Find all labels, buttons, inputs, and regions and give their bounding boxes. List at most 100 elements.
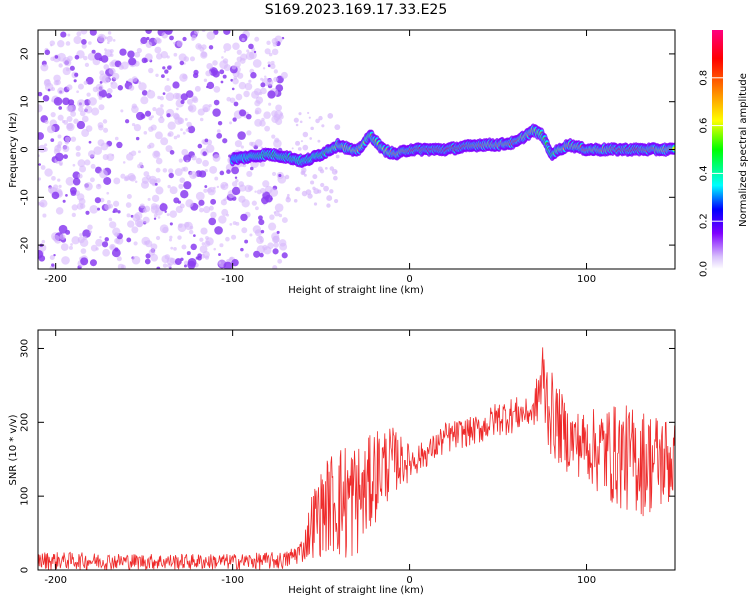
noise-speckle — [135, 136, 140, 141]
noise-speckle — [166, 113, 171, 118]
noise-speckle — [223, 50, 227, 53]
noise-speckle — [251, 90, 260, 99]
noise-speckle — [164, 210, 167, 213]
noise-speckle — [214, 226, 223, 235]
noise-speckle — [158, 116, 165, 124]
noise-speckle — [64, 136, 71, 142]
noise-speckle — [302, 131, 309, 138]
spectrogram-y-tick-label: 10 — [20, 95, 31, 108]
noise-speckle — [274, 203, 284, 212]
noise-speckle — [72, 163, 76, 167]
noise-speckle — [99, 169, 108, 179]
noise-speckle — [272, 248, 279, 255]
noise-speckle — [52, 234, 60, 242]
noise-speckle — [162, 168, 168, 173]
noise-speckle — [144, 258, 151, 265]
noise-speckle — [65, 194, 68, 197]
noise-speckle — [277, 258, 283, 264]
noise-speckle — [103, 64, 110, 70]
colorbar-tick-label: 0.0 — [699, 261, 710, 277]
noise-speckle — [130, 150, 137, 156]
noise-speckle — [188, 229, 194, 235]
noise-speckle — [329, 189, 334, 194]
noise-speckle — [51, 263, 55, 267]
noise-speckle — [231, 166, 240, 175]
noise-speckle — [164, 69, 169, 74]
noise-speckle — [318, 115, 323, 121]
noise-speckle — [254, 229, 262, 237]
noise-speckle — [220, 184, 226, 189]
noise-speckle — [269, 214, 275, 220]
noise-speckle — [293, 117, 299, 123]
noise-speckle — [84, 105, 93, 114]
noise-speckle — [140, 36, 148, 45]
noise-speckle — [102, 168, 106, 171]
colorbar-tick-label: 0.2 — [699, 213, 710, 229]
noise-speckle — [199, 237, 204, 242]
noise-speckle — [138, 81, 141, 84]
noise-speckle — [203, 78, 208, 82]
noise-speckle — [168, 172, 174, 179]
noise-speckle — [38, 201, 41, 206]
noise-speckle — [313, 202, 318, 206]
noise-speckle — [172, 92, 180, 100]
noise-speckle — [295, 187, 298, 191]
noise-speckle — [239, 184, 247, 192]
noise-speckle — [231, 186, 241, 196]
noise-speckle — [246, 130, 252, 136]
noise-speckle — [52, 184, 59, 190]
noise-speckle — [106, 93, 112, 99]
noise-speckle — [221, 56, 224, 59]
noise-speckle — [178, 183, 184, 189]
noise-speckle — [245, 51, 255, 61]
noise-speckle — [131, 103, 138, 109]
noise-speckle — [107, 200, 111, 204]
noise-speckle — [57, 178, 61, 182]
noise-speckle — [203, 188, 208, 193]
noise-speckle — [42, 95, 50, 102]
noise-speckle — [259, 161, 265, 167]
noise-speckle — [186, 159, 189, 163]
noise-speckle — [219, 243, 224, 248]
noise-speckle — [195, 191, 205, 201]
noise-speckle — [223, 43, 232, 52]
noise-speckle — [177, 117, 185, 125]
noise-speckle — [183, 154, 192, 163]
noise-speckle — [269, 188, 279, 197]
noise-speckle — [232, 42, 240, 51]
noise-speckle — [40, 63, 49, 72]
noise-speckle — [168, 238, 172, 242]
noise-speckle — [190, 243, 197, 251]
snr-y-tick-label: 100 — [20, 487, 31, 506]
noise-speckle — [320, 182, 325, 188]
noise-speckle — [87, 150, 96, 158]
spectrogram-x-tick-label: -100 — [221, 274, 244, 285]
noise-speckle — [51, 99, 54, 103]
noise-speckle — [176, 134, 181, 138]
noise-speckle — [264, 75, 267, 78]
noise-speckle — [254, 100, 261, 107]
noise-speckle — [168, 168, 174, 174]
noise-speckle — [268, 52, 273, 57]
noise-speckle — [91, 107, 100, 116]
noise-speckle — [213, 247, 217, 251]
noise-speckle — [90, 244, 98, 252]
noise-speckle — [47, 88, 51, 92]
noise-speckle — [303, 173, 307, 177]
noise-speckle — [134, 51, 141, 58]
noise-speckle — [317, 139, 321, 143]
noise-speckle — [67, 55, 73, 62]
noise-speckle — [41, 239, 46, 244]
noise-speckle — [239, 109, 247, 117]
noise-speckle — [310, 180, 315, 185]
noise-speckle — [250, 72, 257, 79]
noise-speckle — [240, 247, 244, 252]
noise-speckle — [285, 197, 291, 203]
noise-speckle — [44, 143, 48, 147]
noise-speckle — [141, 90, 148, 96]
noise-speckle — [109, 53, 114, 58]
noise-speckle — [57, 134, 62, 139]
noise-speckle — [154, 182, 158, 186]
noise-speckle — [83, 235, 88, 241]
noise-speckle — [59, 233, 66, 241]
